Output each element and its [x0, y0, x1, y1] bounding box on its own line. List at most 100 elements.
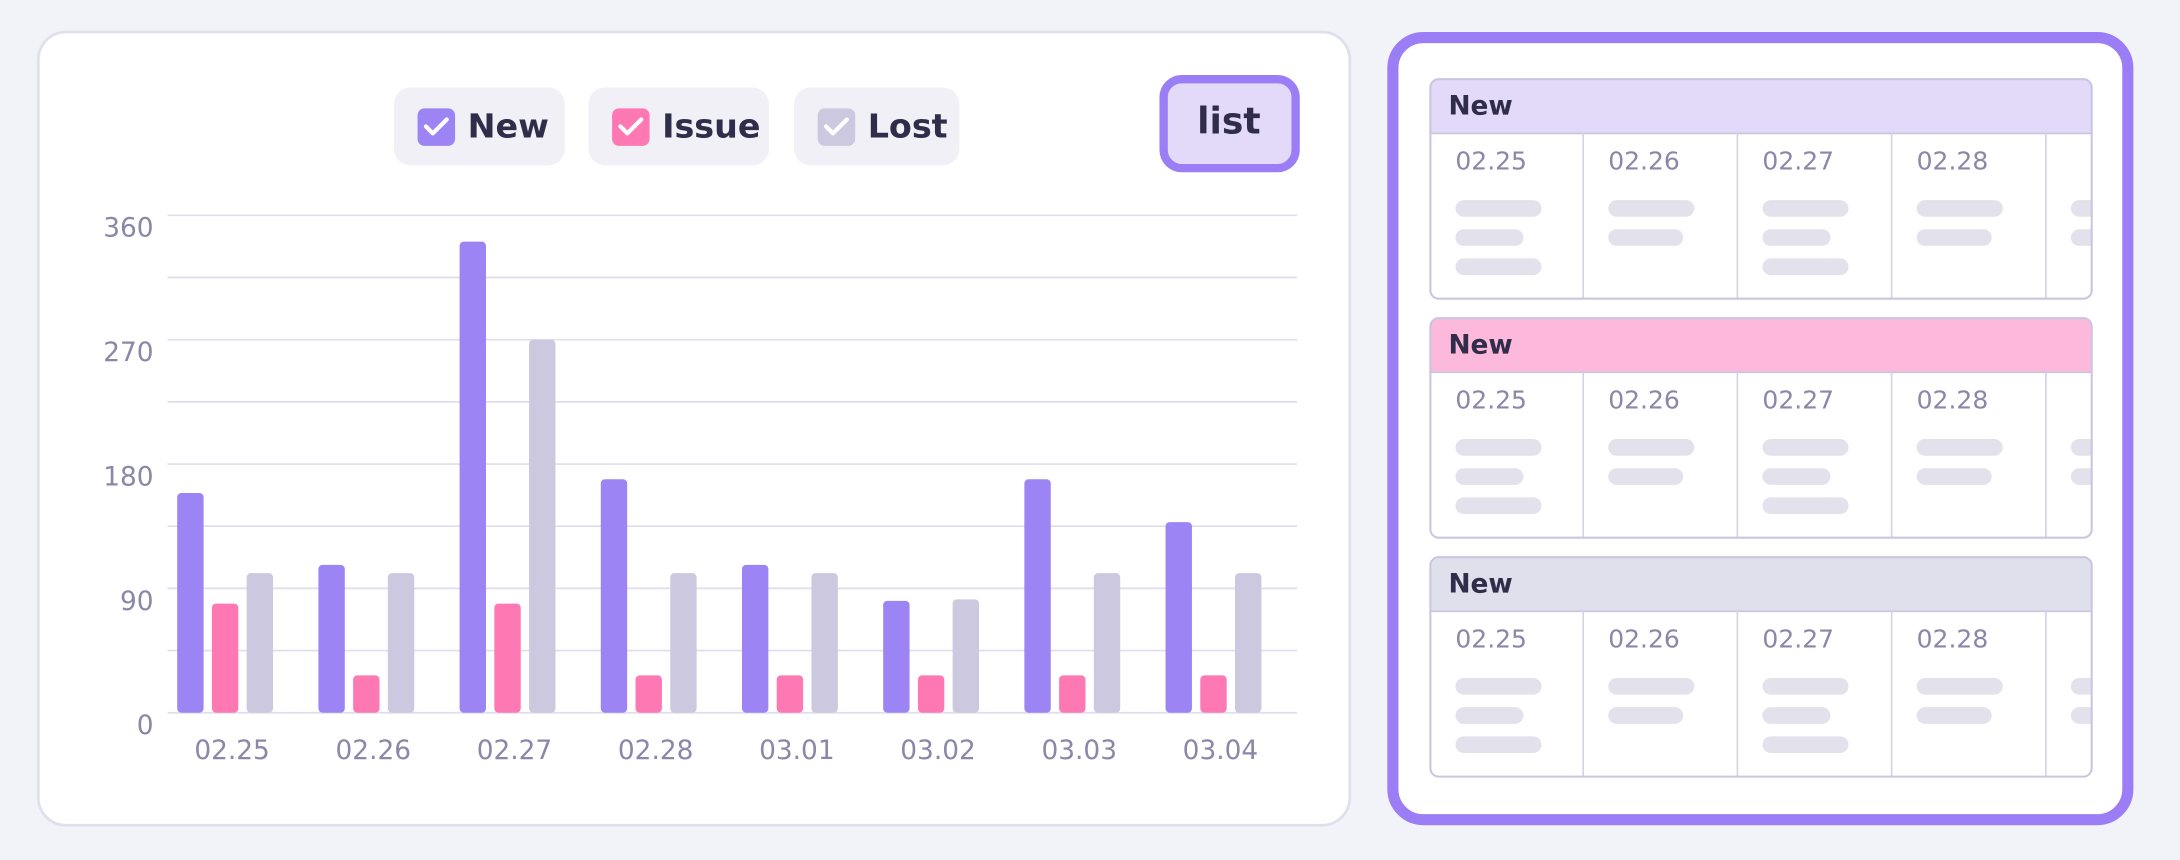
- bar: [635, 675, 662, 713]
- bar: [1165, 522, 1192, 713]
- skeleton-line: [1455, 258, 1542, 276]
- bar: [1093, 573, 1121, 713]
- skeleton-line: [1916, 439, 2003, 456]
- legend-label[interactable]: Issue: [662, 106, 760, 145]
- column-date: 02.27: [1762, 624, 1834, 653]
- column-date: 02.26: [1608, 147, 1680, 176]
- legend-label[interactable]: New: [468, 106, 549, 145]
- column-date: 02.25: [1455, 147, 1527, 176]
- button-frame[interactable]: [1159, 75, 1300, 173]
- bar: [670, 573, 697, 713]
- bar: [529, 339, 556, 713]
- column-date: 02.25: [1455, 386, 1527, 415]
- check-mark[interactable]: [423, 117, 449, 136]
- skeleton-line: [1762, 258, 1849, 276]
- column-date: 02.27: [1762, 386, 1834, 415]
- skeleton-line: [1455, 707, 1524, 724]
- button-label[interactable]: list: [1197, 100, 1261, 143]
- bar: [811, 573, 838, 713]
- column-date: 02.28: [1917, 147, 1989, 176]
- bar: [883, 600, 910, 713]
- card-header: [1430, 318, 2092, 373]
- skeleton-line: [1608, 677, 1695, 695]
- column-date: 02.28: [1917, 386, 1989, 415]
- card-header: [1430, 557, 2092, 612]
- check-mark[interactable]: [823, 117, 849, 136]
- x-tick-label: 02.26: [336, 736, 412, 766]
- bar: [1200, 675, 1227, 713]
- bar: [1235, 573, 1262, 713]
- bar: [459, 241, 486, 713]
- bar: [1024, 479, 1051, 713]
- skeleton-line: [1455, 468, 1524, 485]
- y-tick-label: 360: [103, 214, 153, 244]
- skeleton-line: [1762, 497, 1849, 515]
- y-tick-label: 90: [120, 587, 154, 617]
- skeleton-line: [1608, 707, 1684, 724]
- y-tick-label: 270: [103, 338, 153, 368]
- skeleton-line: [1762, 439, 1849, 456]
- skeleton-line: [1608, 468, 1684, 485]
- card-border: [1429, 78, 2093, 300]
- bar: [211, 603, 239, 713]
- skeleton-line: [1455, 439, 1542, 456]
- x-tick-label: 02.27: [477, 736, 553, 766]
- bar: [917, 675, 945, 713]
- column-date: 02.28: [1917, 624, 1989, 653]
- skeleton-line: [1608, 439, 1695, 456]
- bar: [318, 564, 345, 713]
- skeleton-line: [1455, 736, 1542, 754]
- y-tick-label: 0: [137, 711, 154, 741]
- skeleton-line: [1916, 468, 1992, 485]
- card-title: New: [1448, 91, 1512, 121]
- skeleton-line: [2070, 229, 2092, 246]
- column-date: 02.27: [1762, 147, 1834, 176]
- legend-item[interactable]: Issue: [588, 87, 770, 166]
- x-tick-label: 02.25: [194, 736, 270, 766]
- skeleton-line: [1455, 677, 1542, 695]
- skeleton-line: [1762, 229, 1831, 246]
- bar: [600, 479, 628, 713]
- column-date: 02.25: [1455, 624, 1527, 653]
- x-tick-label: 03.02: [900, 736, 976, 766]
- bar: [177, 493, 204, 713]
- list-card: New 02.25 02.26 02.27 02.28: [1430, 557, 2092, 777]
- skeleton-line: [1762, 707, 1831, 724]
- bar: [387, 573, 415, 713]
- skeleton-line: [1762, 468, 1831, 485]
- column-date: 02.26: [1608, 386, 1680, 415]
- skeleton-line: [2070, 468, 2092, 485]
- x-tick-label: 02.28: [618, 736, 694, 766]
- list-button[interactable]: list: [1159, 75, 1300, 173]
- skeleton-line: [2070, 707, 2092, 724]
- skeleton-line: [1608, 229, 1684, 246]
- bar: [494, 603, 521, 713]
- legend-item[interactable]: Lost: [794, 87, 960, 166]
- skeleton-line: [1762, 677, 1849, 695]
- skeleton-line: [1455, 229, 1524, 246]
- card-border: [1429, 556, 2093, 778]
- bar: [741, 564, 769, 713]
- bar: [1059, 675, 1086, 713]
- x-tick-label: 03.04: [1183, 736, 1259, 766]
- skeleton-line: [1762, 200, 1849, 217]
- legend-label[interactable]: Lost: [868, 106, 948, 145]
- card-border: [1429, 317, 2093, 539]
- skeleton-line: [1916, 229, 1992, 246]
- legend-item[interactable]: New: [393, 87, 565, 166]
- y-tick-label: 180: [103, 462, 153, 492]
- bar: [353, 675, 380, 713]
- column-date: 02.26: [1608, 624, 1680, 653]
- x-tick-label: 03.03: [1041, 736, 1117, 766]
- skeleton-line: [1762, 736, 1849, 754]
- card-title: New: [1448, 569, 1512, 599]
- skeleton-line: [1455, 200, 1542, 217]
- check-mark[interactable]: [618, 117, 644, 136]
- card-title: New: [1448, 330, 1512, 360]
- skeleton-line: [1916, 200, 2003, 217]
- chart-card: [36, 30, 1352, 827]
- bar: [776, 675, 804, 713]
- skeleton-line: [1455, 497, 1542, 515]
